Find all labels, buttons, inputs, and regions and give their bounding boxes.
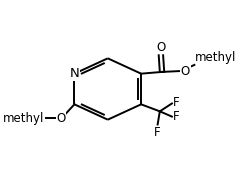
Text: methyl: methyl xyxy=(195,51,236,64)
Text: F: F xyxy=(173,110,180,123)
Text: F: F xyxy=(173,96,180,109)
Text: N: N xyxy=(70,67,79,80)
Text: F: F xyxy=(154,126,161,139)
Text: O: O xyxy=(156,41,166,54)
Text: methyl: methyl xyxy=(3,112,45,125)
Text: O: O xyxy=(56,112,66,125)
Text: O: O xyxy=(181,65,190,78)
